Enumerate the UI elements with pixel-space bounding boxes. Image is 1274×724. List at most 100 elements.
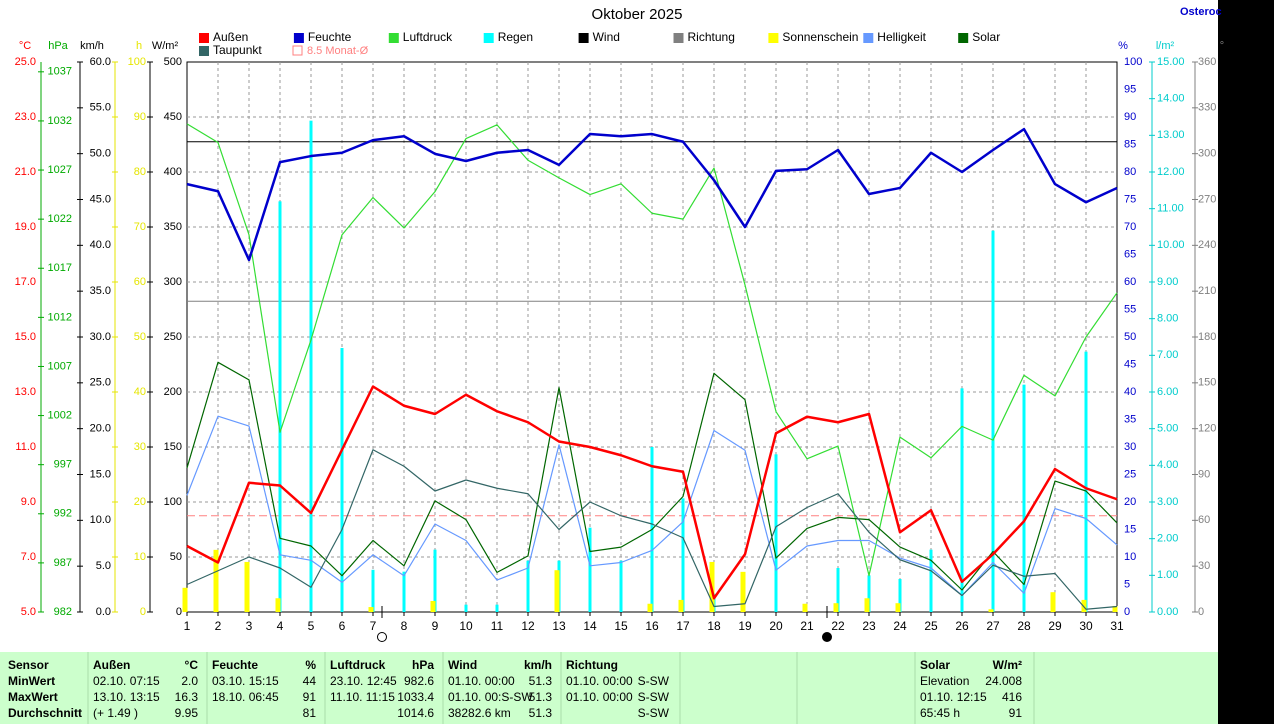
table-cell: 23.10. 12:45 xyxy=(330,674,397,688)
table-cell: W/m² xyxy=(993,658,1022,672)
table-cell: 91 xyxy=(1009,706,1023,720)
axis-label: ° xyxy=(1220,40,1224,52)
y-tick-label: 4.00 xyxy=(1157,459,1178,471)
y-tick-label: 350 xyxy=(164,221,182,233)
table-cell: 44 xyxy=(303,674,317,688)
x-tick-label: 28 xyxy=(1017,619,1031,633)
table-cell: Außen xyxy=(93,658,130,672)
y-tick-label: 1002 xyxy=(48,409,72,421)
y-tick-label: 50 xyxy=(170,551,182,563)
legend-swatch xyxy=(293,33,304,43)
y-tick-label: 1032 xyxy=(48,115,72,127)
y-tick-label: 250 xyxy=(164,331,182,343)
legend-swatch xyxy=(578,33,589,43)
legend-label: Wind xyxy=(593,30,620,44)
bar xyxy=(929,549,933,612)
x-tick-label: 3 xyxy=(246,619,253,633)
y-tick-label: 35.0 xyxy=(90,285,111,297)
y-tick-label: 1022 xyxy=(48,213,72,225)
y-tick-label: 30 xyxy=(134,441,146,453)
legend-label: Regen xyxy=(498,30,533,44)
y-tick-label: 30 xyxy=(1124,441,1136,453)
y-tick-label: 330 xyxy=(1198,102,1216,114)
table-cell: S-SW xyxy=(638,706,670,720)
bar xyxy=(678,599,684,612)
table-cell: Richtung xyxy=(566,658,618,672)
y-tick-label: 20 xyxy=(1124,496,1136,508)
y-tick-label: 10 xyxy=(1124,551,1136,563)
y-tick-label: 25.0 xyxy=(90,377,111,389)
bar xyxy=(740,571,746,612)
table-cell: 65:45 h xyxy=(920,706,960,720)
bar xyxy=(988,609,994,612)
table-cell: °C xyxy=(185,658,199,672)
x-tick-label: 15 xyxy=(614,619,628,633)
x-tick-label: 27 xyxy=(986,619,1000,633)
y-tick-label: 5.0 xyxy=(96,560,111,572)
series-line xyxy=(186,361,1118,591)
table-cell: 01.10. 00:S-SW xyxy=(448,690,533,704)
table-cell: 01.10. 00:00 xyxy=(448,674,515,688)
y-tick-label: 997 xyxy=(54,459,72,471)
legend-swatch xyxy=(199,33,209,43)
bar xyxy=(647,603,653,612)
x-tick-label: 10 xyxy=(459,619,473,633)
table-cell: 13.10. 13:15 xyxy=(93,690,160,704)
bar xyxy=(244,561,250,612)
y-tick-label: 0 xyxy=(1124,606,1130,618)
bar xyxy=(867,575,871,612)
table-cell: (+ 1.49 ) xyxy=(93,706,138,720)
y-tick-label: 90 xyxy=(134,111,146,123)
y-tick-label: 20.0 xyxy=(90,423,111,435)
bar xyxy=(836,568,840,612)
table-cell: 51.3 xyxy=(529,706,553,720)
x-tick-label: 16 xyxy=(645,619,659,633)
y-tick-label: 5.0 xyxy=(21,606,36,618)
y-tick-label: 11.0 xyxy=(15,441,36,453)
y-tick-label: 1012 xyxy=(48,311,72,323)
axis-label: km/h xyxy=(80,40,104,52)
x-tick-label: 30 xyxy=(1079,619,1093,633)
legend-label: Außen xyxy=(213,30,248,44)
x-tick-label: 1 xyxy=(184,619,191,633)
x-tick-label: 11 xyxy=(491,619,504,633)
bar xyxy=(1022,384,1026,612)
table-cell: hPa xyxy=(412,658,434,672)
table-cell: MaxWert xyxy=(8,690,58,704)
table-cell: 2.0 xyxy=(181,674,198,688)
legend-swatch xyxy=(483,33,494,43)
bar xyxy=(588,527,592,612)
legend-swatch xyxy=(958,33,969,43)
axis-label: l/m² xyxy=(1156,40,1175,52)
legend-label: Helligkeit xyxy=(877,30,926,44)
y-tick-label: 300 xyxy=(164,276,182,288)
table-cell: 1033.4 xyxy=(397,690,434,704)
legend-swatch xyxy=(673,33,684,43)
y-tick-label: 0 xyxy=(1198,606,1204,618)
y-tick-label: 75 xyxy=(1124,193,1136,205)
table-cell: 51.3 xyxy=(529,690,553,704)
table-cell: 01.10. 12:15 xyxy=(920,690,987,704)
y-tick-label: 210 xyxy=(1198,285,1216,297)
bar xyxy=(833,603,839,612)
table-cell: 9.95 xyxy=(175,706,199,720)
y-tick-label: 25 xyxy=(1124,468,1136,480)
x-tick-label: 4 xyxy=(277,619,284,633)
table-cell: S-SW xyxy=(638,674,670,688)
chart-title: Oktober 2025 xyxy=(592,6,683,23)
bar xyxy=(774,454,778,612)
y-tick-label: 19.0 xyxy=(15,221,36,233)
bar xyxy=(991,230,995,612)
y-tick-label: 23.0 xyxy=(15,111,36,123)
y-tick-label: 55.0 xyxy=(90,102,111,114)
bar xyxy=(681,498,685,612)
legend-swatch xyxy=(863,33,874,43)
legend-label: 8.5 Monat-Ø xyxy=(307,45,369,57)
y-tick-label: 40.0 xyxy=(90,239,111,251)
y-tick-label: 2.00 xyxy=(1157,533,1178,545)
y-tick-label: 9.00 xyxy=(1157,276,1178,288)
x-tick-label: 22 xyxy=(831,619,845,633)
y-tick-label: 500 xyxy=(164,56,182,68)
legend-swatch xyxy=(768,33,779,43)
y-tick-label: 400 xyxy=(164,166,182,178)
